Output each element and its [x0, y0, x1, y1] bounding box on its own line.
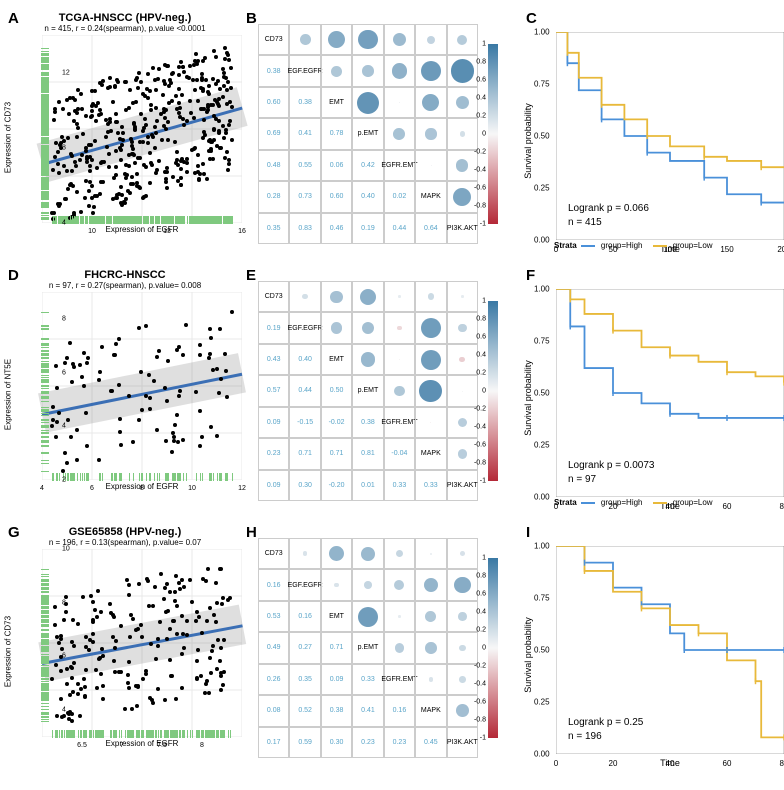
km-legend: Strata group=High group=Low [554, 241, 719, 250]
panel-label: G [8, 524, 20, 541]
panel-label: I [526, 524, 530, 541]
correlation-plot: CD730.19EGF.EGFR0.430.40EMT0.570.440.50p… [258, 281, 498, 501]
panel-label: A [8, 10, 19, 27]
x-axis-label: Expression of EGFR [42, 739, 242, 748]
scatter-plot: 4812101316 [42, 35, 242, 223]
km-plot: 0.000.250.500.751.00050100150200Survival… [556, 32, 784, 240]
scatter-subtitle: n = 415, r = 0.24(spearman), p.value <0.… [6, 24, 244, 33]
panel-label: H [246, 524, 257, 541]
scatter-subtitle: n = 196, r = 0.13(spearman), p.value= 0.… [6, 538, 244, 547]
panel-label: D [8, 267, 19, 284]
panel-label: F [526, 267, 535, 284]
panel-label: B [246, 10, 257, 27]
km-plot: 0.000.250.500.751.00020406080Survival pr… [556, 289, 784, 497]
x-axis-label: Expression of EGFR [42, 225, 242, 234]
scatter-title: FHCRC-HNSCC [6, 269, 244, 281]
scatter-plot: 468106.577.58 [42, 549, 242, 737]
panel-label: E [246, 267, 256, 284]
km-plot: 0.000.250.500.751.00020406080Survival pr… [556, 546, 784, 754]
scatter-subtitle: n = 97, r = 0.27(spearman), p.value= 0.0… [6, 281, 244, 290]
correlation-plot: CD730.38EGF.EGFR0.600.38EMT0.690.410.78p… [258, 24, 498, 244]
scatter-plot: 24684681012 [42, 292, 242, 480]
km-legend: Strata group=High group=Low [554, 498, 719, 507]
panel-label: C [526, 10, 537, 27]
scatter-title: TCGA-HNSCC (HPV-neg.) [6, 12, 244, 24]
correlation-plot: CD730.16EGF.EGFR0.530.16EMT0.490.270.71p… [258, 538, 498, 758]
scatter-title: GSE65858 (HPV-neg.) [6, 526, 244, 538]
